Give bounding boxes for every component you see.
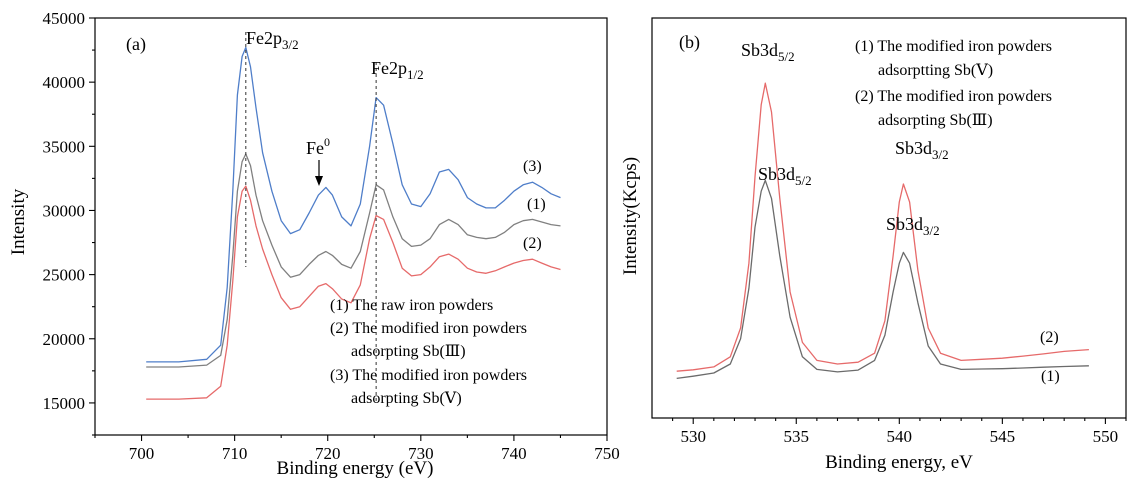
panel-a: 700 710 720 730 740 750 15000 20000 25000 30000 35…: [8, 9, 620, 479]
series-line-a-2: [146, 185, 561, 400]
x-tick-label-b: 535: [784, 427, 810, 446]
panel-b-x-axis-title: Binding energy, eV: [825, 452, 973, 473]
panel-b-label: (b): [679, 32, 700, 53]
y-tick-label-a: 15000: [43, 394, 86, 413]
x-tick-label-b: 540: [887, 427, 913, 446]
panel-a-y-axis-title: Intensity: [8, 188, 29, 255]
x-tick-label-a: 730: [408, 444, 434, 463]
series-line-a-1: [146, 153, 561, 368]
peak-label-fe2p32: Fe2p3/2: [246, 28, 299, 52]
panel-a-frame: [94, 17, 608, 436]
x-tick-label-a: 710: [222, 444, 248, 463]
peak-label-sb3d52-1: Sb3d5/2: [758, 164, 812, 188]
legend-a-line-2: (2) The modified iron powders: [330, 320, 527, 337]
legend-a-line-1: (1) The raw iron powders: [330, 297, 493, 314]
panel-a-legend: (1) The raw iron powders (2) The modifie…: [330, 297, 527, 407]
series-label-3: (3): [523, 158, 542, 175]
x-tick-label-a: 740: [501, 444, 527, 463]
x-tick-label-b: 530: [680, 427, 706, 446]
series-label-b-2: (2): [1040, 329, 1059, 346]
legend-b-line-4: adsorpting Sb(Ⅲ): [878, 112, 993, 129]
peak-label-fe0: Fe0: [306, 135, 330, 158]
series-line-b-1: [676, 179, 1089, 380]
x-tick-label-a: 750: [594, 444, 620, 463]
panel-a-x-axis-title: Binding energy (eV): [277, 458, 434, 479]
x-tick-label-a: 720: [315, 444, 341, 463]
y-tick-label-a: 45000: [43, 9, 86, 28]
legend-a-line-3: adsorpting Sb(Ⅲ): [351, 343, 466, 360]
series-label-1: (1): [527, 196, 546, 213]
fe0-arrow: [315, 160, 323, 186]
series-line-a-3: [146, 46, 561, 363]
panel-a-label: (a): [126, 34, 146, 55]
legend-b-line-2: adsorptting Sb(Ⅴ): [878, 62, 993, 79]
peak-label-sb3d32-2: Sb3d3/2: [895, 138, 949, 162]
x-tick-label-b: 550: [1093, 427, 1119, 446]
y-tick-label-a: 25000: [43, 266, 86, 285]
y-tick-label-a: 40000: [43, 73, 86, 92]
legend-b-line-1: (1) The modified iron powders: [855, 38, 1052, 55]
peak-label-sb3d52-2: Sb3d5/2: [741, 40, 795, 64]
y-tick-label-a: 35000: [43, 137, 86, 156]
panel-b: 530 535 540 545 550 (b) Binding energy, eV I…: [620, 17, 1127, 473]
panel-b-y-axis-title: Intensity(Kcps): [620, 157, 641, 275]
peak-label-sb3d32-1: Sb3d3/2: [886, 214, 940, 238]
peak-label-fe2p12: Fe2p1/2: [371, 58, 424, 82]
y-tick-label-a: 20000: [43, 330, 86, 349]
series-line-b-2: [676, 82, 1089, 372]
x-tick-label-b: 545: [990, 427, 1016, 446]
x-tick-label-a: 700: [129, 444, 155, 463]
legend-a-line-4: (3) The modified iron powders: [330, 367, 527, 384]
series-label-2: (2): [523, 235, 542, 252]
legend-b-line-3: (2) The modified iron powders: [855, 88, 1052, 105]
y-tick-label-a: 30000: [43, 201, 86, 220]
series-label-b-1: (1): [1041, 368, 1060, 385]
panel-b-frame: [651, 17, 1127, 419]
panel-b-legend: (1) The modified iron powders adsorpttin…: [855, 38, 1052, 129]
legend-a-line-5: adsorpting Sb(Ⅴ): [351, 390, 462, 407]
